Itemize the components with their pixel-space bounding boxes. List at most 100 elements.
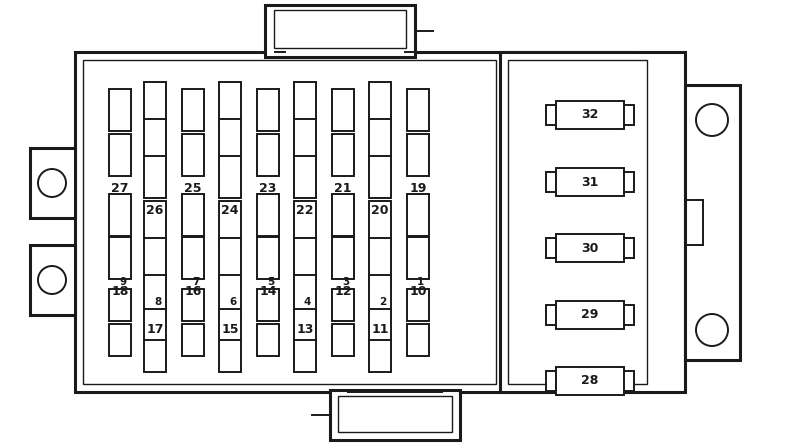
Text: 25: 25 <box>184 182 202 195</box>
Bar <box>685 85 740 360</box>
Text: 18: 18 <box>111 285 129 298</box>
Bar <box>144 82 166 124</box>
Bar <box>30 148 75 218</box>
Bar <box>257 237 279 279</box>
Bar <box>257 194 279 236</box>
Bar <box>294 201 316 243</box>
Bar <box>109 194 131 236</box>
Bar <box>274 10 406 48</box>
Bar <box>330 390 460 440</box>
Bar <box>219 309 241 341</box>
Bar <box>265 5 415 57</box>
Text: 4: 4 <box>304 297 311 307</box>
Bar <box>109 289 131 321</box>
Bar <box>182 134 204 176</box>
Bar <box>407 289 429 321</box>
Text: 11: 11 <box>371 323 389 336</box>
Bar <box>407 89 429 131</box>
Bar <box>332 89 354 131</box>
Bar <box>624 172 634 192</box>
Text: 32: 32 <box>582 109 598 122</box>
Bar <box>546 105 556 125</box>
Text: 2: 2 <box>379 297 386 307</box>
Bar <box>144 119 166 161</box>
Text: 15: 15 <box>222 323 238 336</box>
Bar <box>109 89 131 131</box>
Bar <box>219 340 241 372</box>
Bar <box>109 324 131 356</box>
Bar <box>182 194 204 236</box>
Bar <box>546 238 556 258</box>
Bar <box>109 134 131 176</box>
Text: 20: 20 <box>371 204 389 217</box>
Bar <box>624 105 634 125</box>
Text: 21: 21 <box>334 182 352 195</box>
Bar <box>369 238 391 280</box>
Bar <box>624 238 634 258</box>
Bar <box>257 324 279 356</box>
Bar <box>556 101 624 129</box>
Bar <box>624 305 634 325</box>
Bar <box>294 82 316 124</box>
Text: 17: 17 <box>146 323 164 336</box>
Bar <box>182 89 204 131</box>
Bar <box>556 168 624 196</box>
Bar <box>332 289 354 321</box>
Text: 26: 26 <box>146 204 164 217</box>
Bar <box>144 238 166 280</box>
Bar <box>369 275 391 317</box>
Bar <box>257 134 279 176</box>
Text: 19: 19 <box>410 182 426 195</box>
Bar <box>294 340 316 372</box>
Bar <box>219 119 241 161</box>
Text: 10: 10 <box>410 285 426 298</box>
Bar <box>83 60 496 384</box>
Bar <box>219 201 241 243</box>
Text: 14: 14 <box>259 285 277 298</box>
Bar <box>369 156 391 198</box>
Bar <box>219 82 241 124</box>
Text: 28: 28 <box>582 375 598 388</box>
Bar <box>546 305 556 325</box>
Bar <box>182 237 204 279</box>
Bar <box>332 194 354 236</box>
Text: 12: 12 <box>334 285 352 298</box>
Text: 29: 29 <box>582 308 598 321</box>
Bar <box>556 301 624 329</box>
Text: 5: 5 <box>267 277 274 287</box>
Bar <box>144 340 166 372</box>
Text: 16: 16 <box>184 285 202 298</box>
Bar <box>294 119 316 161</box>
Bar <box>556 367 624 395</box>
Bar <box>294 238 316 280</box>
Bar <box>407 324 429 356</box>
Text: 1: 1 <box>417 277 424 287</box>
Bar <box>144 309 166 341</box>
Text: 7: 7 <box>192 277 199 287</box>
Bar <box>219 238 241 280</box>
Bar <box>109 237 131 279</box>
Bar <box>75 52 635 392</box>
Bar <box>407 237 429 279</box>
Bar <box>257 289 279 321</box>
Bar <box>144 156 166 198</box>
Bar <box>407 194 429 236</box>
Text: 23: 23 <box>259 182 277 195</box>
Text: 27: 27 <box>111 182 129 195</box>
Text: 13: 13 <box>296 323 314 336</box>
Bar <box>294 275 316 317</box>
Text: 24: 24 <box>222 204 238 217</box>
Bar <box>294 309 316 341</box>
Bar <box>332 134 354 176</box>
Bar <box>219 156 241 198</box>
Bar <box>546 371 556 391</box>
Bar <box>546 172 556 192</box>
Bar <box>369 201 391 243</box>
Bar <box>182 289 204 321</box>
Bar <box>144 201 166 243</box>
Text: 6: 6 <box>229 297 236 307</box>
Bar <box>369 119 391 161</box>
Text: 3: 3 <box>342 277 350 287</box>
Bar <box>332 237 354 279</box>
Bar <box>182 324 204 356</box>
